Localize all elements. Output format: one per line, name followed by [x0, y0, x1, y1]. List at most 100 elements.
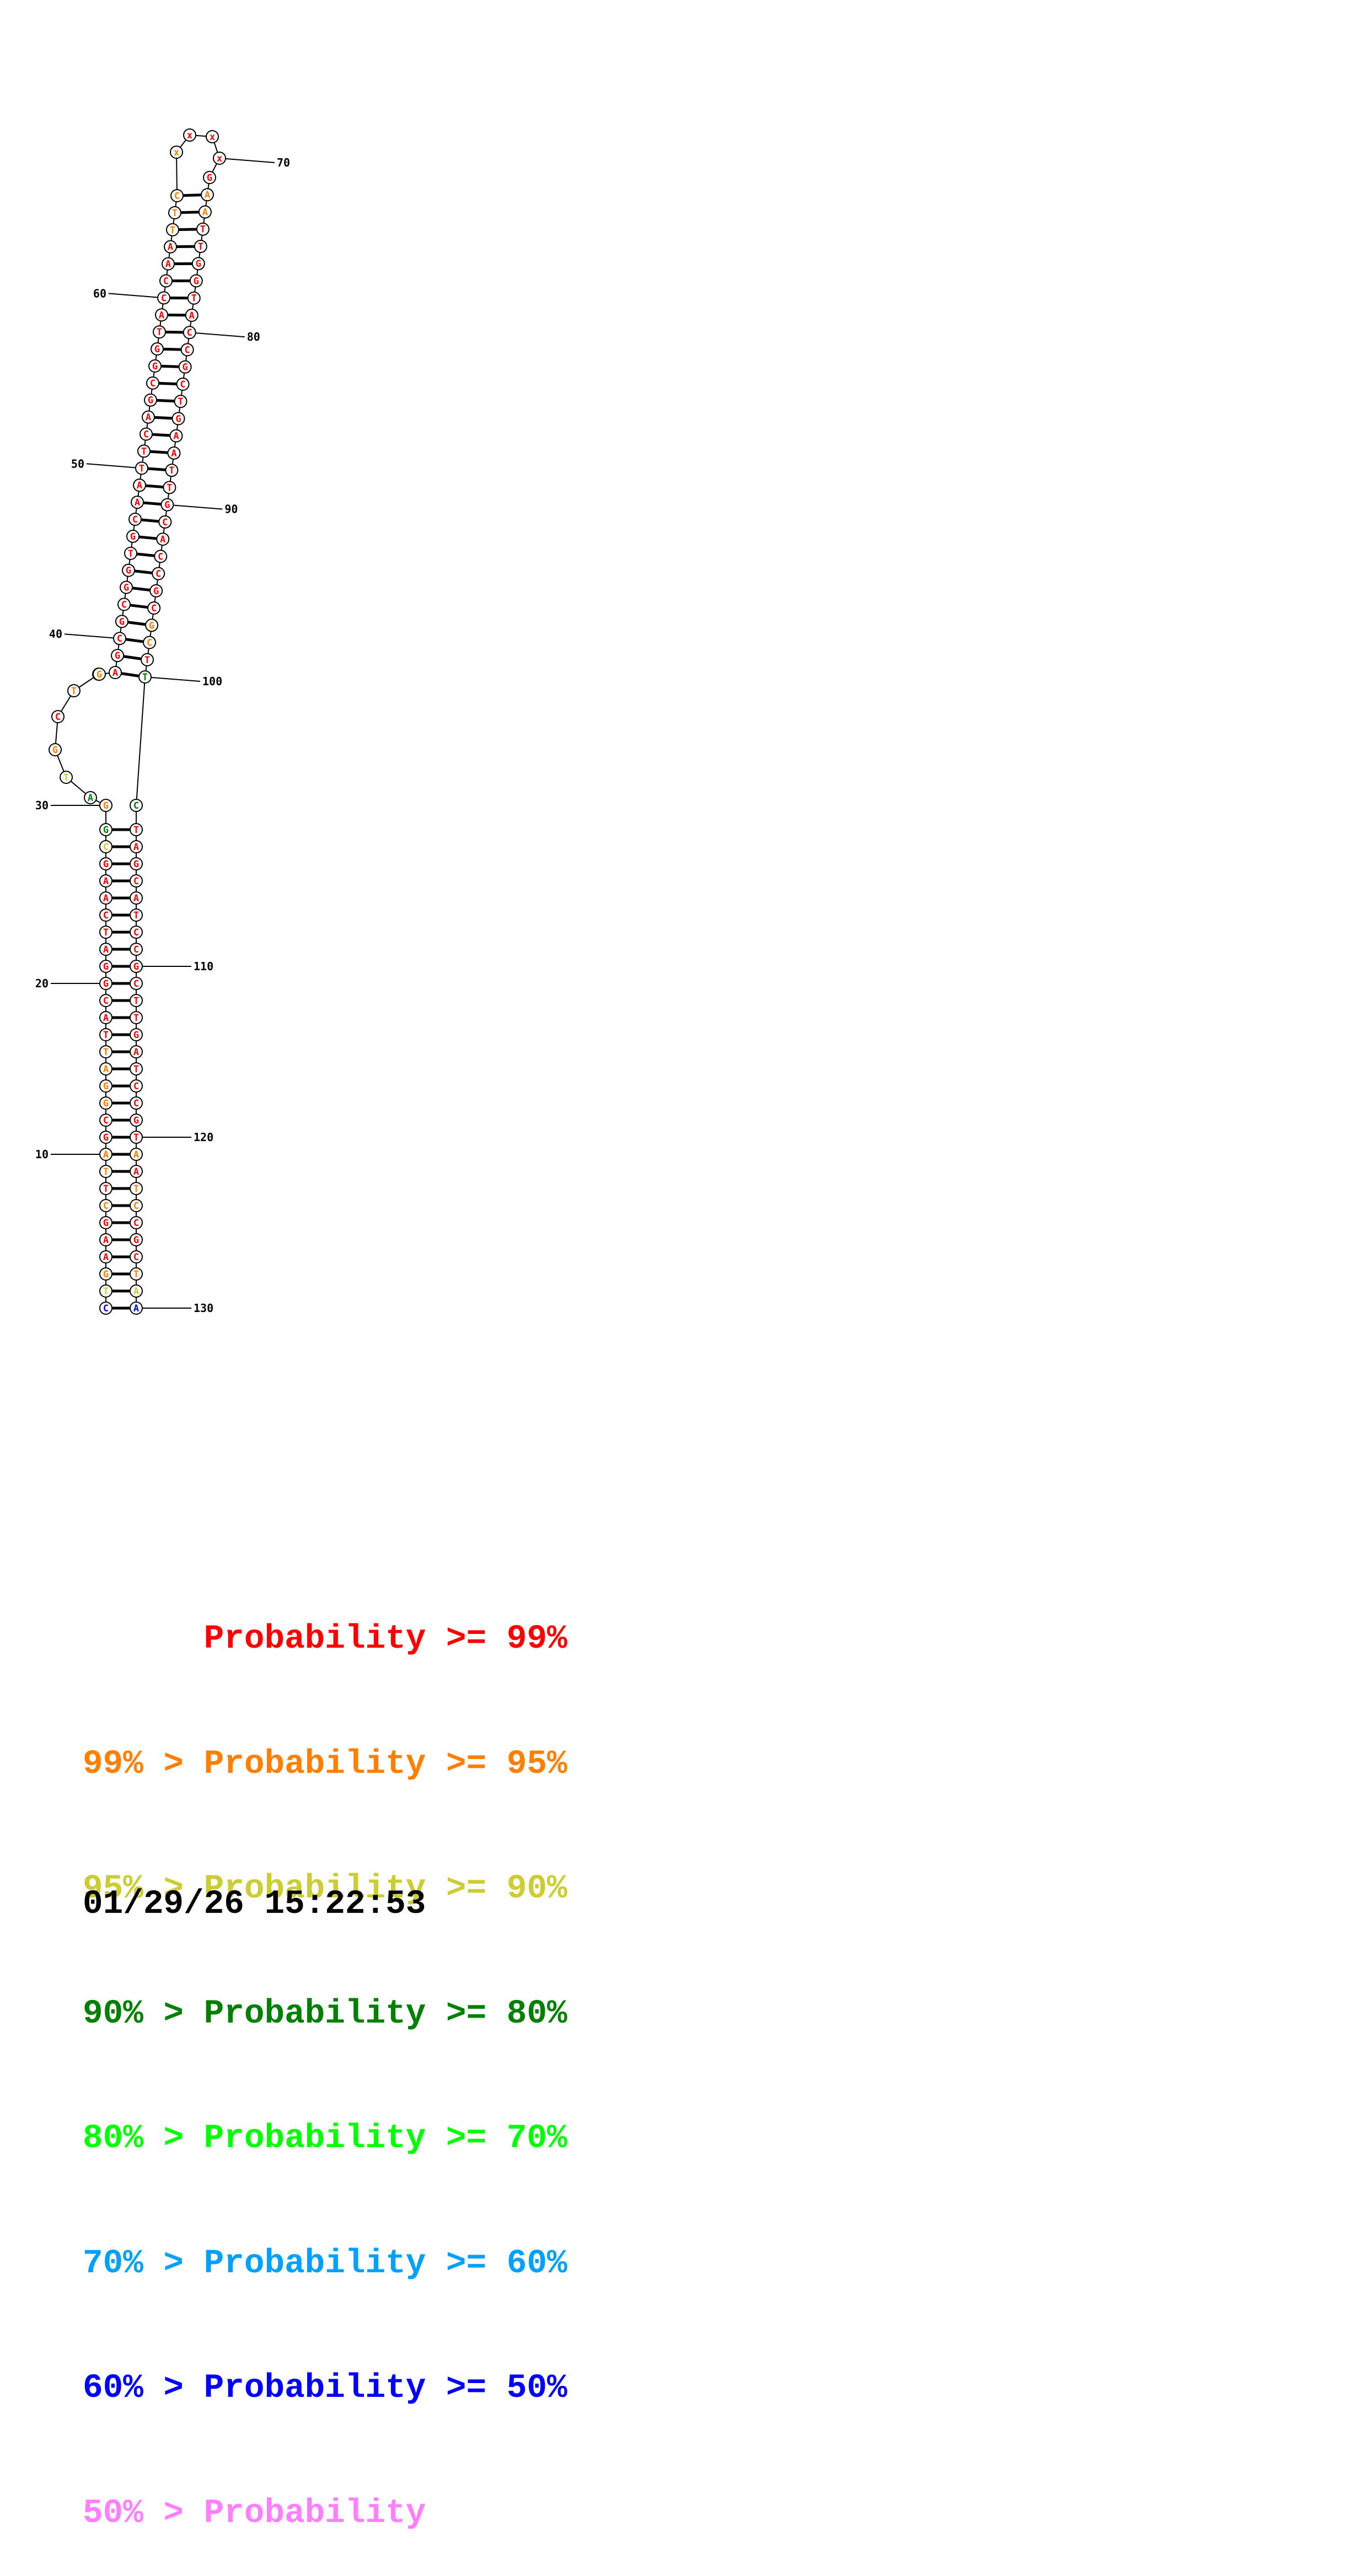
nucleotide: A	[201, 189, 213, 201]
nucleotide-letter: G	[133, 859, 139, 870]
nucleotide: A	[142, 411, 154, 423]
nucleotide-letter: T	[128, 548, 133, 560]
nucleotide: C	[130, 926, 142, 938]
nucleotide-letter: x	[210, 132, 215, 143]
nucleotide: C	[100, 1114, 112, 1126]
nucleotide: C	[100, 1302, 112, 1314]
legend-prefix: 50% >	[83, 2494, 204, 2532]
nucleotide: C	[130, 943, 142, 955]
nucleotide: C	[159, 516, 171, 528]
nucleotide: A	[170, 430, 182, 442]
nucleotide: A	[156, 309, 168, 321]
nucleotide: C	[130, 1097, 142, 1109]
nucleotide: G	[173, 412, 185, 424]
nucleotide: G	[100, 1217, 112, 1229]
position-label: 130	[194, 1302, 213, 1315]
nucleotide-letter: G	[52, 745, 58, 756]
nucleotide-letter: C	[133, 1081, 139, 1092]
nucleotide-letter: T	[133, 1184, 139, 1195]
nucleotide-letter: T	[198, 241, 203, 252]
legend-label: Probability >= 50%	[204, 2369, 567, 2407]
nucleotide: A	[130, 1302, 142, 1314]
position-label: 80	[247, 330, 260, 343]
nucleotide-letter: G	[103, 800, 109, 811]
nucleotide: C	[130, 1080, 142, 1092]
nucleotide: C	[160, 275, 172, 287]
nucleotide: G	[161, 499, 173, 511]
nucleotide: G	[100, 1080, 112, 1092]
nucleotide: C	[171, 190, 183, 202]
nucleotide: G	[116, 615, 128, 627]
nucleotide: G	[130, 1029, 142, 1041]
position-label: 110	[194, 960, 213, 973]
nucleotide-letter: G	[103, 1081, 109, 1092]
nucleotide-letter: C	[103, 1201, 109, 1212]
nucleotide-letter: x	[217, 153, 222, 164]
nucleotide: C	[158, 292, 170, 304]
nucleotide-letter: G	[196, 259, 201, 270]
nucleotide-letter: T	[133, 1013, 139, 1024]
nucleotide-letter: C	[103, 996, 109, 1007]
nucleotide: T	[60, 771, 72, 783]
nucleotide: G	[100, 960, 112, 972]
nucleotide: C	[114, 632, 126, 644]
nucleotide: T	[165, 464, 178, 476]
nucleotide: C	[130, 1217, 142, 1229]
nucleotide-letter: T	[103, 1166, 109, 1177]
nucleotide: G	[144, 394, 157, 406]
nucleotide-letter: C	[103, 842, 109, 853]
nucleotide: C	[152, 568, 164, 580]
nucleotide: G	[100, 1097, 112, 1109]
nucleotide-letter: T	[103, 1030, 109, 1041]
nucleotide: T	[125, 547, 137, 560]
nucleotide: G	[192, 257, 205, 270]
nucleotide: C	[143, 637, 156, 649]
nucleotide: G	[49, 744, 61, 756]
nucleotide: A	[84, 792, 97, 804]
nucleotide: G	[179, 361, 191, 373]
nucleotide: A	[130, 1148, 142, 1160]
nucleotide-letter: C	[133, 1098, 139, 1109]
nucleotide-letter: C	[151, 603, 157, 614]
nucleotide: T	[136, 462, 148, 474]
position-label: 60	[93, 287, 106, 300]
position-tick	[65, 634, 120, 638]
nucleotide: A	[162, 258, 174, 270]
nucleotide-letter: T	[144, 655, 150, 666]
nucleotide-letter: C	[117, 633, 122, 644]
nucleotide-letter: G	[133, 961, 139, 972]
nucleotide: x	[170, 146, 183, 158]
nucleotide-letter: A	[146, 412, 151, 423]
nucleotide: T	[130, 1268, 142, 1280]
legend-label: Probability >= 99%	[204, 1620, 567, 1658]
nucleotide: T	[195, 240, 207, 252]
nucleotide: G	[190, 275, 202, 287]
nucleotide: T	[130, 994, 142, 1007]
legend-label: Probability >= 60%	[204, 2245, 567, 2283]
nucleotide-letter: A	[88, 793, 93, 804]
nucleotide: A	[100, 1234, 112, 1246]
nucleotide-letter: T	[142, 672, 148, 683]
nucleotide: C	[130, 1200, 142, 1212]
legend-row: 60% > Probability >= 50%	[83, 2368, 567, 2410]
nucleotide: A	[100, 1012, 112, 1024]
nucleotide-letter: G	[207, 173, 212, 184]
nucleotide: G	[130, 1114, 142, 1126]
nucleotide: A	[100, 892, 112, 904]
nucleotide: T	[100, 1029, 112, 1041]
nucleotide: T	[68, 685, 80, 697]
nucleotide-letter: G	[126, 566, 131, 577]
position-label: 90	[224, 503, 238, 516]
nucleotide-letter: T	[178, 396, 183, 407]
nucleotide-letter: G	[97, 669, 102, 680]
nucleotide-letter: G	[154, 344, 160, 355]
nucleotide-letter: C	[147, 638, 152, 649]
nucleotide: G	[130, 1234, 142, 1246]
nucleotide: T	[167, 224, 179, 236]
nucleotide-letter: x	[187, 130, 192, 141]
nucleotide-letter: T	[133, 1064, 139, 1075]
nucleotide: C	[100, 841, 112, 853]
nucleotide-letter: G	[130, 531, 136, 542]
nucleotide-letter: T	[133, 825, 139, 836]
nucleotide-letter: G	[175, 413, 181, 424]
